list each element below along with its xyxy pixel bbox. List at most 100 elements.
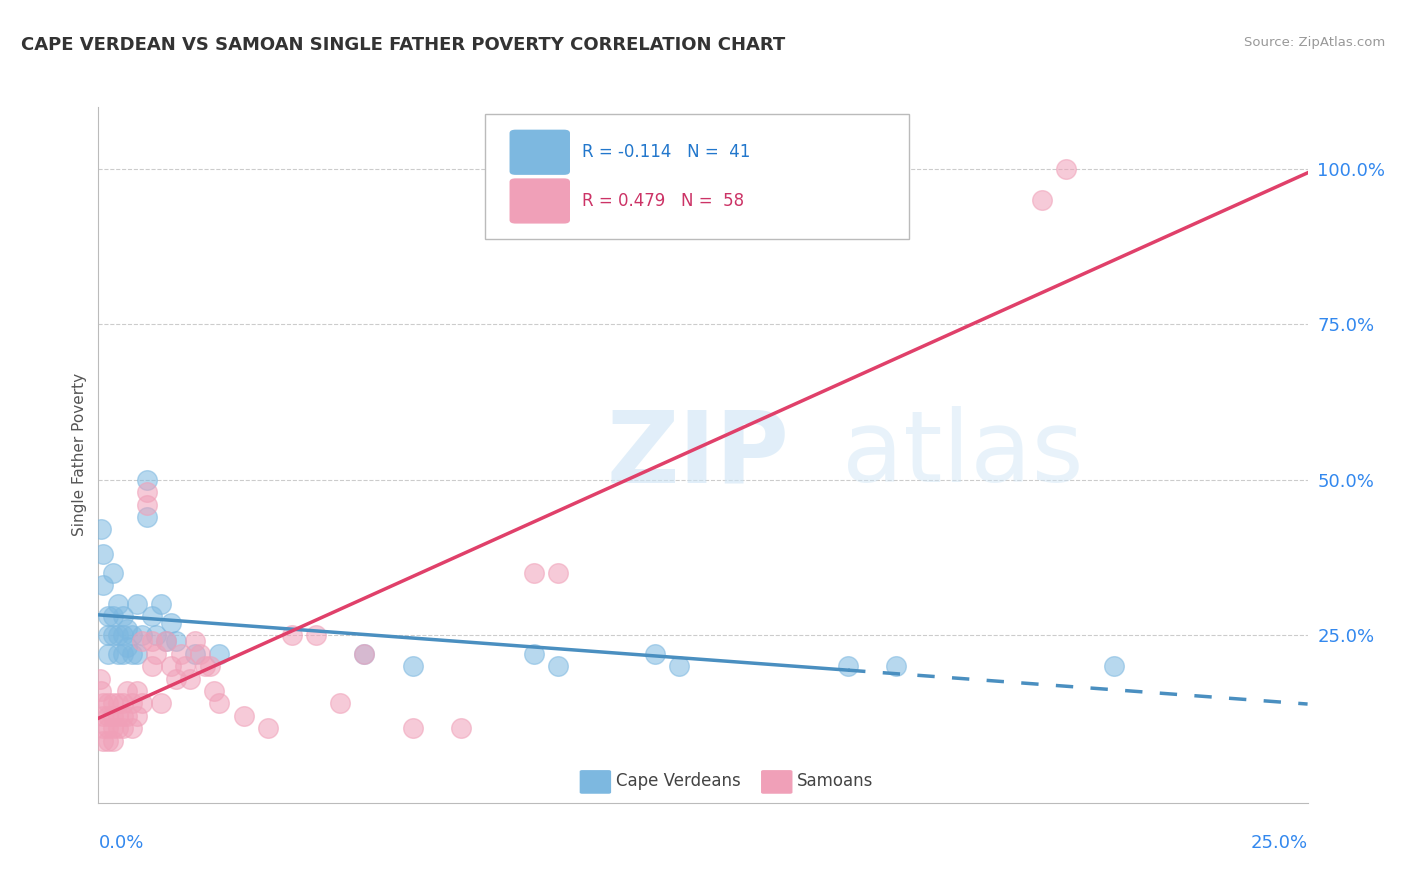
Point (150, 697, 173, 711)
Point (117, 640, 139, 655)
Point (160, 615, 183, 630)
Point (127, 684, 149, 698)
Point (135, 473, 157, 487)
Text: Cape Verdeans: Cape Verdeans (616, 772, 741, 789)
Point (107, 647, 129, 661)
Point (232, 708, 254, 723)
Point (160, 659, 183, 673)
Text: R = -0.114   N =  41: R = -0.114 N = 41 (582, 144, 751, 161)
Point (107, 628, 129, 642)
Point (111, 609, 134, 624)
Point (91, 721, 114, 735)
Point (141, 659, 163, 673)
Point (111, 708, 134, 723)
Point (194, 659, 217, 673)
Point (208, 697, 231, 711)
Text: 0.0%: 0.0% (98, 834, 143, 852)
Point (837, 659, 859, 673)
Point (107, 708, 129, 723)
Point (174, 659, 197, 673)
Point (886, 659, 908, 673)
Point (111, 721, 134, 735)
Point (97, 721, 120, 735)
Point (523, 647, 546, 661)
Point (155, 634, 177, 648)
Point (184, 647, 207, 661)
Point (111, 628, 134, 642)
Text: ZIP: ZIP (606, 407, 789, 503)
Point (644, 647, 666, 661)
Point (97, 708, 120, 723)
Text: Source: ZipAtlas.com: Source: ZipAtlas.com (1244, 36, 1385, 49)
Point (145, 647, 167, 661)
Point (135, 485, 157, 500)
Point (141, 634, 163, 648)
Point (121, 628, 143, 642)
Point (131, 634, 153, 648)
Point (97, 697, 120, 711)
Point (188, 647, 211, 661)
Text: Samoans: Samoans (797, 772, 873, 789)
Point (402, 659, 425, 673)
Point (97, 628, 120, 642)
Y-axis label: Single Father Poverty: Single Father Poverty (72, 374, 87, 536)
Point (111, 697, 134, 711)
Point (91, 547, 114, 561)
Point (107, 597, 129, 611)
Point (145, 628, 167, 642)
Point (117, 708, 139, 723)
Point (135, 510, 157, 524)
Point (135, 498, 157, 512)
Point (121, 697, 143, 711)
Point (1031, 193, 1053, 207)
Point (91, 708, 114, 723)
Text: 25.0%: 25.0% (1250, 834, 1308, 852)
Point (165, 634, 187, 648)
Point (89, 672, 111, 686)
Point (179, 672, 201, 686)
Point (208, 647, 231, 661)
FancyBboxPatch shape (761, 770, 793, 794)
Point (127, 597, 149, 611)
Point (353, 647, 375, 661)
Point (184, 634, 207, 648)
Point (101, 609, 124, 624)
Point (547, 566, 569, 580)
Text: atlas: atlas (842, 407, 1084, 503)
Point (131, 628, 153, 642)
Point (107, 697, 129, 711)
Point (169, 647, 191, 661)
Point (101, 721, 124, 735)
Point (121, 647, 143, 661)
Point (1054, 162, 1077, 177)
Point (91, 733, 114, 747)
FancyBboxPatch shape (509, 129, 569, 175)
Point (97, 733, 120, 747)
Point (90, 523, 112, 537)
Point (117, 622, 139, 636)
Point (121, 721, 143, 735)
Point (668, 659, 690, 673)
Point (204, 684, 226, 698)
Point (353, 647, 375, 661)
FancyBboxPatch shape (485, 114, 908, 239)
Point (523, 566, 546, 580)
Point (547, 659, 569, 673)
Text: CAPE VERDEAN VS SAMOAN SINGLE FATHER POVERTY CORRELATION CHART: CAPE VERDEAN VS SAMOAN SINGLE FATHER POV… (21, 36, 786, 54)
Point (101, 628, 124, 642)
Point (131, 697, 153, 711)
Point (97, 609, 120, 624)
Point (1102, 659, 1125, 673)
Point (256, 721, 278, 735)
Point (402, 721, 425, 735)
Point (305, 628, 328, 642)
Point (97, 647, 120, 661)
Point (111, 647, 134, 661)
Point (117, 684, 139, 698)
Point (101, 566, 124, 580)
FancyBboxPatch shape (579, 770, 612, 794)
Point (107, 721, 129, 735)
Point (91, 697, 114, 711)
Point (141, 609, 163, 624)
Point (101, 733, 124, 747)
